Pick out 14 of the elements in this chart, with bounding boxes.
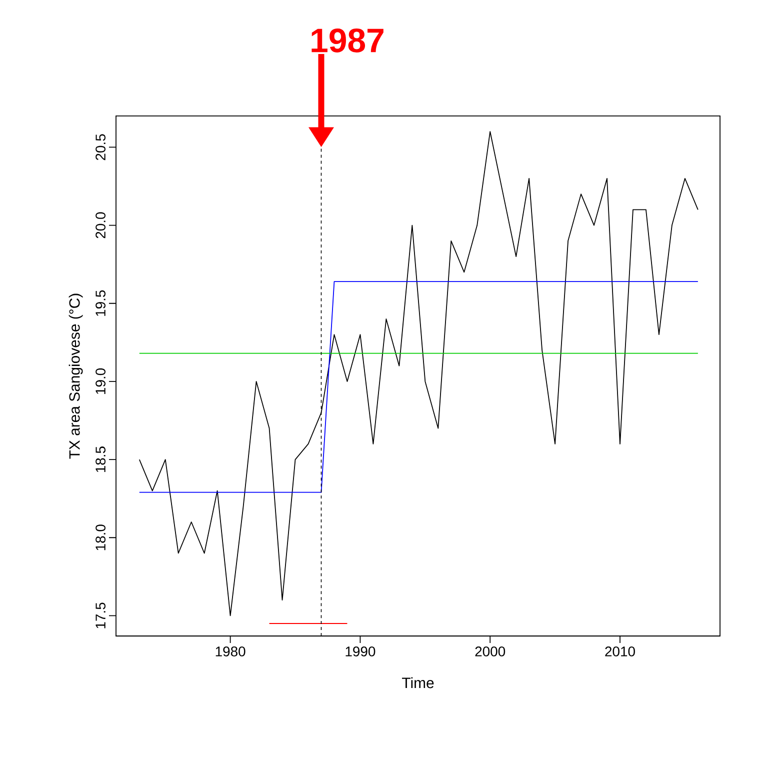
y-tick-label: 19.0 [96, 368, 106, 394]
x-tick-label: 1990 [346, 646, 376, 656]
y-tick-label: 18.5 [96, 446, 106, 472]
x-axis-title: Time [402, 677, 434, 688]
y-tick-label: 19.5 [96, 290, 106, 316]
x-tick-label: 1980 [216, 646, 246, 656]
y-tick-label: 20.0 [96, 212, 106, 238]
annotation: 1987 [312, 28, 384, 52]
y-tick-label: 18.0 [96, 524, 106, 550]
y-tick-label: 20.5 [96, 134, 106, 160]
x-tick-label: 2000 [475, 646, 506, 656]
y-axis-title: TX area Sangiovese (°C) [68, 294, 83, 459]
x-tick-label: 2010 [605, 646, 635, 656]
y-tick-label: 17.5 [96, 602, 106, 628]
